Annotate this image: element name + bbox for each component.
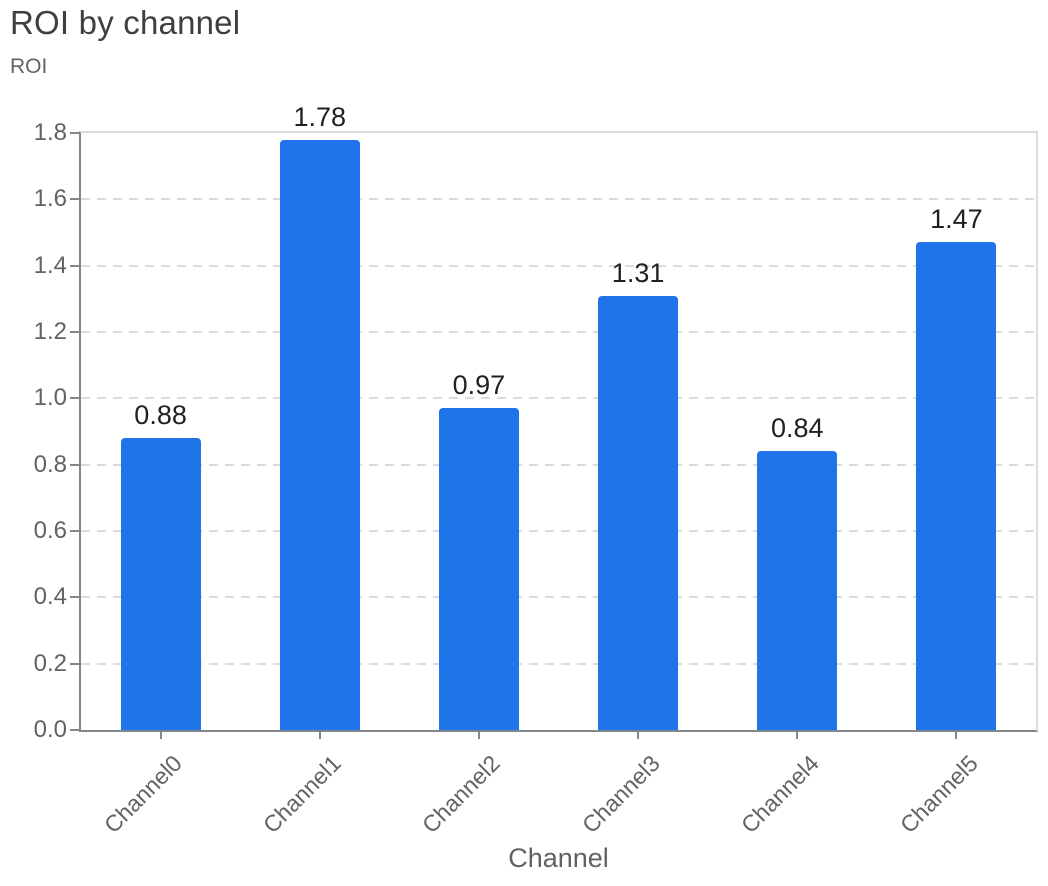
bar-value-label: 0.84 [770,413,824,444]
y-tick-label: 1.6 [33,185,67,213]
gridline [81,530,1036,532]
y-tick-label: 0.0 [33,716,67,743]
gridline [81,662,1036,665]
gridline [81,264,1036,267]
y-axis-tick [70,729,79,731]
gridline [81,596,1036,599]
y-axis-tick [70,397,79,400]
x-axis-tick [318,730,321,739]
y-tick-label: 1.0 [33,384,67,412]
y-tick-label: 0.2 [33,649,67,677]
x-axis-title: Channel [508,843,609,873]
x-category-label: Channel1 [258,750,347,839]
y-axis-tick [70,264,79,267]
y-axis-tick [70,198,79,201]
y-tick-label: 1.8 [33,119,67,146]
y-axis-tick [70,530,79,532]
x-category-label: Channel2 [417,750,506,839]
gridline [81,331,1036,333]
y-tick-label: 0.6 [33,517,67,544]
y-tick-label: 1.2 [33,318,67,345]
bar-value-label: 0.88 [134,400,187,431]
plot-area: 0.0 0.2 0.4 0.6 0.8 1.0 1.2 1.4 1.6 1.8 0.88 1.78 0.… [34,102,1038,742]
x-axis-tick [955,730,958,739]
y-axis-title: ROI [10,55,48,78]
y-axis-tick [70,463,79,466]
y-axis-tick [70,331,79,333]
x-category-label: Channel5 [894,750,983,839]
y-tick-label: 1.4 [33,251,67,279]
bar-value-label: 1.78 [293,101,347,132]
bar [279,139,360,730]
x-axis-tick [796,730,799,739]
chart-title: ROI by channel [10,4,241,41]
y-tick-label: 0.4 [33,583,67,611]
bar-value-label: 1.31 [611,257,665,288]
y-axis-tick [70,596,79,599]
x-category-label: Channel0 [98,750,187,839]
bar [916,242,997,730]
x-axis-tick [477,730,480,739]
y-axis-tick [70,132,79,134]
bar-value-label: 1.47 [930,204,983,235]
x-axis-tick [159,730,162,739]
bar-value-label: 0.97 [452,370,506,401]
x-category-label: Channel3 [576,750,665,839]
gridline [81,198,1036,201]
gridline [81,397,1036,400]
y-axis-tick [70,662,79,665]
x-axis-tick [637,730,640,739]
bar [757,451,838,730]
gridline [81,463,1036,466]
bar [438,408,519,730]
bar [598,295,679,730]
y-tick-label: 0.8 [33,450,67,478]
x-category-label: Channel4 [735,750,824,839]
bar [120,438,201,730]
